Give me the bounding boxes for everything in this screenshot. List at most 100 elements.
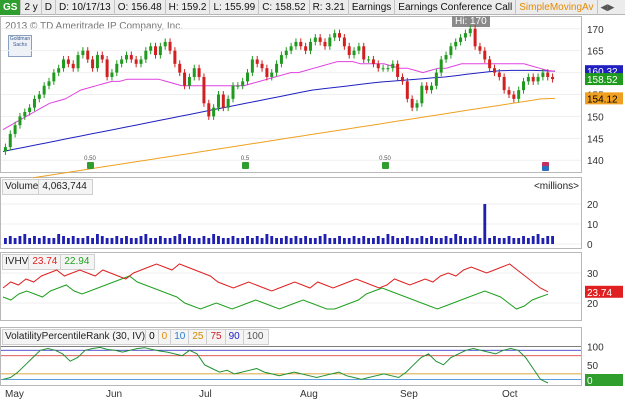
price-candle	[86, 50, 90, 60]
price-candle	[91, 59, 95, 69]
price-candle	[197, 68, 201, 77]
volume-bar	[304, 236, 308, 244]
volume-bar	[362, 236, 366, 244]
sma-mid-line	[2, 69, 556, 152]
volume-bar	[250, 238, 254, 244]
high-label: Hi: 170	[452, 16, 490, 27]
price-candle	[216, 94, 220, 108]
price-candle	[18, 116, 22, 126]
vpr-level-3: 25	[188, 330, 206, 344]
volume-bar	[76, 238, 80, 244]
price-tick-label: 150	[587, 112, 604, 123]
volume-bar	[231, 236, 235, 244]
volume-bar	[158, 236, 162, 244]
volume-bar	[468, 238, 472, 244]
price-candle	[192, 68, 196, 77]
price-candle	[551, 76, 555, 80]
interval-selector[interactable]: D	[42, 0, 57, 15]
volume-bar	[420, 236, 424, 244]
volume-bar	[4, 238, 7, 244]
vpr-level-0: 0	[145, 330, 158, 344]
price-candle	[221, 94, 225, 108]
volume-bar	[275, 238, 278, 244]
price-candle	[207, 103, 211, 117]
volume-bar	[115, 236, 119, 244]
volume-bar	[391, 236, 395, 244]
volume-bar	[323, 234, 327, 244]
volume-bar	[526, 238, 530, 244]
hv-line	[2, 275, 549, 310]
price-candle	[289, 46, 293, 51]
price-candle	[367, 59, 371, 61]
scroll-arrows-icon[interactable]: ◀▶	[600, 1, 615, 12]
volume-tick-label: 0	[587, 240, 593, 251]
price-candle	[178, 63, 182, 73]
vpr-pane[interactable]: VolatilityPercentileRank (30, IV) 0 0 10 25 7…	[0, 327, 582, 386]
price-candle	[468, 28, 472, 34]
volume-bar	[405, 236, 409, 244]
low-readout: L: 155.99	[210, 0, 260, 15]
price-candle	[32, 98, 36, 108]
price-candle	[459, 37, 463, 42]
price-candle	[260, 63, 264, 69]
volume-bar	[241, 238, 245, 244]
price-candle	[381, 68, 385, 70]
sma-slow-value-tag: 154.12	[587, 94, 618, 105]
price-candle	[250, 59, 254, 73]
volume-bar	[236, 238, 240, 244]
volume-bar	[163, 238, 167, 244]
price-candle	[57, 68, 61, 73]
price-candle	[328, 37, 332, 47]
volume-bar	[410, 238, 414, 244]
volume-bar	[217, 236, 220, 244]
period-selector[interactable]: 2 y	[21, 0, 42, 15]
price-candle	[95, 55, 99, 69]
price-candle	[231, 85, 235, 99]
price-candle	[541, 72, 545, 77]
volume-bar	[376, 236, 380, 244]
sma-value-tag: 160.32	[587, 67, 618, 78]
month-label-jul: Jul	[199, 389, 212, 400]
volume-bar	[13, 238, 17, 244]
price-candle	[100, 55, 104, 60]
volume-bar	[454, 234, 458, 244]
price-candle	[430, 85, 434, 91]
price-candle	[342, 37, 346, 47]
price-candle	[391, 63, 395, 69]
volume-bar	[342, 238, 346, 244]
volume-bar	[47, 238, 51, 244]
study-readout[interactable]: SimpleMovingAv	[516, 0, 598, 15]
vpr-value-tag-box	[585, 374, 623, 386]
price-candle	[497, 72, 501, 77]
price-candle	[275, 63, 279, 73]
volume-bar	[444, 236, 448, 244]
price-candle	[294, 41, 298, 47]
date-readout: D: 10/17/13	[56, 0, 115, 15]
volume-bar	[37, 238, 41, 244]
price-candle	[66, 59, 70, 64]
last-price-tag-box	[585, 73, 623, 86]
volume-bar	[265, 234, 269, 244]
price-candle	[502, 76, 506, 91]
dividend-amount-label: 0.50	[84, 156, 96, 162]
month-label-aug: Aug	[300, 389, 318, 400]
volume-bar	[352, 236, 356, 244]
price-candle	[173, 50, 177, 64]
symbol-field[interactable]: GS	[0, 0, 22, 15]
volume-value: 4,063,744	[38, 180, 90, 194]
dividend-amount-label: 0.50	[379, 156, 391, 162]
volume-bar	[338, 236, 341, 244]
volume-bar	[536, 234, 540, 244]
volume-bar	[546, 236, 550, 244]
volume-bar	[149, 238, 153, 244]
volume-header: Volume 4,063,744	[2, 179, 93, 195]
price-candle	[522, 81, 526, 91]
price-candle	[168, 41, 172, 51]
volume-bar	[207, 238, 211, 244]
price-candle	[105, 59, 109, 77]
price-candle	[492, 68, 496, 73]
price-candle	[415, 103, 419, 108]
ivhv-pane[interactable]: IVHV 23.74 22.94	[0, 252, 582, 321]
vpr-level-2: 10	[170, 330, 188, 344]
volume-bar	[8, 236, 12, 244]
